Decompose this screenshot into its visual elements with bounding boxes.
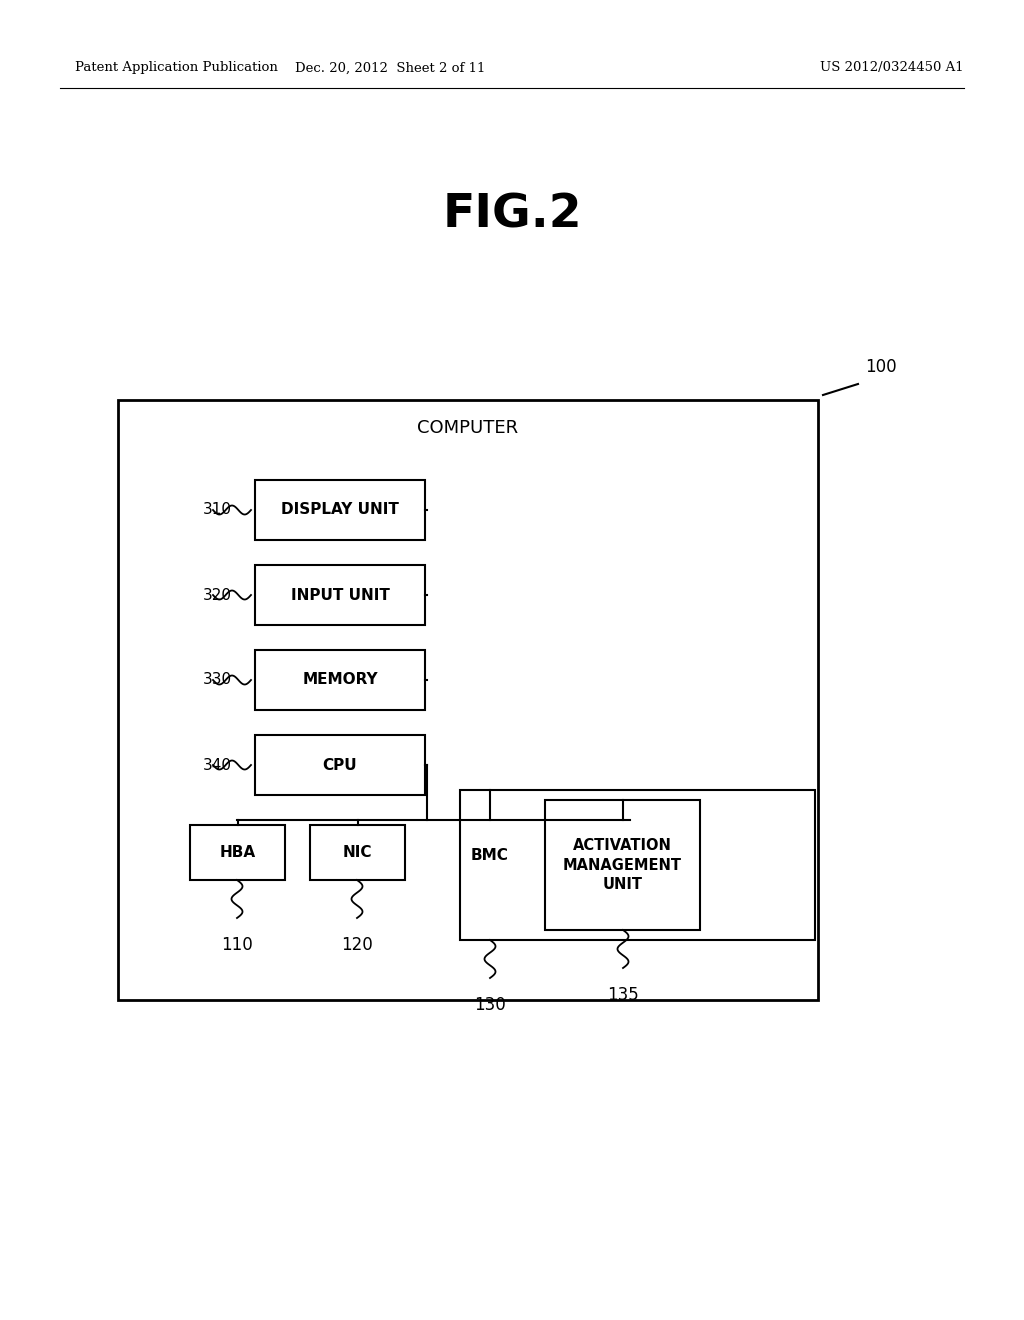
Bar [255,480,425,540]
Text: US 2012/0324450 A1: US 2012/0324450 A1 [820,62,964,74]
Text: 330: 330 [203,672,232,688]
Text: MEMORY: MEMORY [302,672,378,688]
Text: 130: 130 [474,997,506,1014]
Text: Dec. 20, 2012  Sheet 2 of 11: Dec. 20, 2012 Sheet 2 of 11 [295,62,485,74]
Text: INPUT UNIT: INPUT UNIT [291,587,389,602]
Text: COMPUTER: COMPUTER [418,418,518,437]
Bar [310,825,406,880]
Text: HBA: HBA [219,845,256,861]
Text: NIC: NIC [343,845,373,861]
Text: DISPLAY UNIT: DISPLAY UNIT [281,503,399,517]
Bar [255,735,425,795]
Text: BMC: BMC [471,847,509,862]
Bar [118,400,818,1001]
Bar [190,825,285,880]
Text: 320: 320 [203,587,232,602]
Text: Patent Application Publication: Patent Application Publication [75,62,278,74]
Text: FIG.2: FIG.2 [442,193,582,238]
Text: 135: 135 [607,986,639,1005]
Text: 310: 310 [203,503,232,517]
Bar [255,565,425,624]
Bar [545,800,700,931]
Text: 340: 340 [203,758,232,772]
Text: 120: 120 [341,936,373,954]
Text: 100: 100 [865,358,897,376]
Text: ACTIVATION
MANAGEMENT
UNIT: ACTIVATION MANAGEMENT UNIT [563,838,682,892]
Text: 110: 110 [221,936,253,954]
Text: CPU: CPU [323,758,357,772]
Bar [255,649,425,710]
Bar [460,789,815,940]
